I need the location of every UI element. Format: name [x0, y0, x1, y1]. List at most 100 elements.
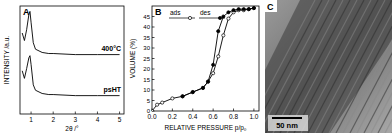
legend-label: des: [200, 9, 211, 16]
y-tick-label: 45: [143, 14, 150, 20]
point: [212, 72, 215, 75]
plot-frame: [20, 6, 124, 114]
y-axis-label: INTENSITY /a.u.: [3, 36, 10, 84]
y-tick: [152, 27, 155, 28]
x-tick-label: 2: [51, 116, 55, 123]
panel-label: C: [267, 2, 274, 12]
plot-frame: [152, 6, 259, 111]
point: [201, 86, 204, 89]
y-tick: [152, 90, 155, 91]
y-tick-label: 10: [143, 87, 150, 93]
legend-marker: [188, 16, 191, 19]
point: [161, 101, 164, 104]
data-area: [22, 11, 119, 95]
y-tick-label: 35: [143, 35, 150, 41]
x-tick-label: 1.0: [249, 113, 258, 120]
point: [181, 95, 184, 98]
particle: [265, 0, 392, 133]
x-tick: [31, 112, 32, 115]
texture: [265, 0, 392, 133]
point: [227, 11, 230, 14]
point: [227, 17, 230, 20]
x-tick-label: 0.2: [168, 113, 177, 120]
pore-channel: [336, 0, 392, 133]
y-tick-label: 40: [143, 24, 150, 30]
point: [242, 8, 245, 11]
data-area: [152, 7, 256, 111]
pore-channel: [350, 0, 392, 133]
series-line: [183, 8, 254, 96]
x-tick: [253, 109, 254, 112]
x-tick-label: 5: [118, 116, 122, 123]
y-tick-label: 15: [143, 77, 150, 83]
point: [222, 34, 225, 37]
y-tick-label: 30: [143, 45, 150, 51]
y-tick: [152, 58, 155, 59]
point: [222, 15, 225, 18]
point: [247, 8, 250, 11]
y-tick: [152, 48, 155, 49]
pore-channel: [364, 0, 392, 133]
label-box: [265, 0, 277, 12]
point: [206, 80, 209, 83]
x-axis-label: RELATIVE PRESSURE p/p₀: [164, 124, 246, 132]
x-tick-label: 3: [74, 116, 78, 123]
x-tick: [213, 109, 214, 112]
x-tick: [53, 112, 54, 115]
point: [191, 91, 194, 94]
x-tick-label: 4: [96, 116, 100, 123]
y-tick: [152, 69, 155, 70]
legend-marker: [218, 16, 221, 19]
legend-label: ads: [170, 9, 181, 16]
x-tick: [192, 109, 193, 112]
point: [171, 97, 174, 100]
x-axis-label: 2θ /°: [65, 125, 79, 132]
y-tick-label: 20: [143, 66, 150, 72]
scale-bar: [272, 117, 302, 119]
panel-label: A: [23, 7, 30, 17]
y-axis-label: VOLUME (%): [129, 39, 137, 78]
tem-image: [265, 0, 392, 133]
chart-panel: 1 2 3 4 5 2θ /° INTENSITY /a.u. A 400°C psHT: [3, 6, 124, 132]
series-label: 400°C: [101, 45, 121, 52]
x-tick: [97, 112, 98, 115]
x-tick: [75, 112, 76, 115]
point: [252, 7, 255, 10]
point: [201, 86, 204, 89]
point: [237, 8, 240, 11]
point: [232, 9, 235, 12]
pore-channel: [378, 0, 392, 133]
x-tick: [172, 109, 173, 112]
y-tick: [152, 100, 155, 101]
point: [155, 103, 158, 106]
scale-bg: [268, 115, 308, 131]
point: [217, 55, 220, 58]
x-tick: [119, 112, 120, 115]
chart-panel: 0.00.20.40.60.81.0051015202530354045RELA…: [129, 6, 259, 132]
x-tick-label: 0.4: [188, 113, 197, 120]
y-tick-label: 5: [147, 98, 151, 104]
point: [191, 91, 194, 94]
x-tick-label: 1: [29, 116, 33, 123]
panel-label: B: [155, 7, 162, 17]
pore-channel: [385, 0, 392, 133]
point: [152, 109, 154, 111]
point: [217, 30, 220, 33]
figure: 123452θ /°INTENSITY /a.u.A400°CpsHT0.00.…: [0, 0, 392, 133]
point: [206, 80, 209, 83]
series-label: psHT: [104, 86, 122, 94]
image-panel: C 50 nm: [245, 0, 392, 133]
series-line: [152, 8, 254, 111]
y-tick-label: 0: [147, 108, 151, 114]
x-tick-label: 0.8: [229, 113, 238, 120]
y-tick: [152, 79, 155, 80]
scale-bar-label: 50 nm: [276, 121, 298, 130]
y-tick-label: 25: [143, 56, 150, 62]
x-tick: [233, 109, 234, 112]
y-tick: [152, 37, 155, 38]
point: [212, 63, 215, 66]
point: [247, 8, 250, 11]
x-tick-label: 0.6: [209, 113, 218, 120]
point: [181, 95, 184, 98]
point: [252, 7, 255, 10]
